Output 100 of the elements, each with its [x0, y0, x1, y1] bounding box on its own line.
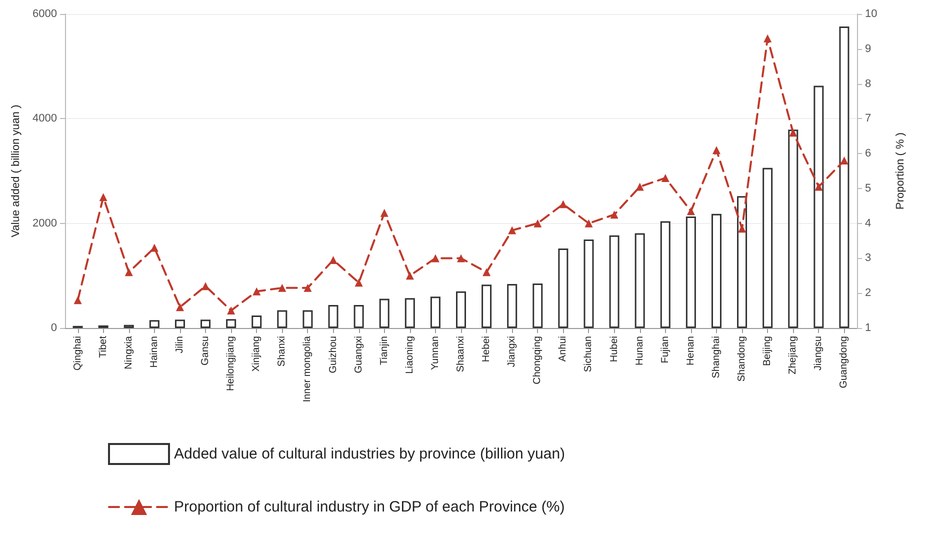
y2-tick-label: 5 — [865, 182, 872, 194]
point — [712, 146, 720, 154]
x-tick-label: Jilin — [174, 336, 186, 354]
x-tick-label: Henan — [685, 336, 696, 366]
point — [661, 174, 670, 182]
x-tick-label: Hubei — [608, 336, 620, 362]
x-tick-label: Fujian — [660, 336, 671, 364]
y-tick-label: 6000 — [32, 8, 57, 20]
y2-axis-title: Proportion ( % ) — [894, 132, 906, 210]
y-axis-title: Value added ( billion yuan ) — [10, 104, 22, 238]
point — [457, 254, 465, 262]
x-tick-label: Shanghai — [710, 336, 722, 378]
x-tick-label: Anhui — [558, 336, 569, 362]
x-tick-label: Zhejiang — [788, 336, 799, 374]
point — [380, 208, 388, 217]
x-tick-label: Liaoning — [404, 336, 416, 374]
x-tick-label: Chongqing — [532, 336, 544, 384]
point — [686, 207, 695, 216]
x-tick-label: Xinjiang — [251, 336, 262, 372]
bar — [839, 26, 850, 328]
y2-tick-label: 7 — [865, 112, 872, 125]
bar — [584, 240, 594, 328]
y2-tick-label: 3 — [865, 252, 872, 264]
bar — [149, 320, 160, 328]
point — [252, 287, 261, 296]
point — [610, 210, 618, 219]
bar — [737, 196, 748, 328]
bar — [711, 214, 722, 328]
point — [278, 284, 286, 292]
bar — [634, 233, 645, 328]
bar — [609, 235, 620, 328]
x-tick-label: Qinghai — [72, 336, 84, 370]
x-tick-label: Sichuan — [583, 336, 594, 372]
bar — [532, 284, 543, 328]
x-tick-label: Shandong — [736, 336, 748, 382]
point — [329, 256, 338, 264]
point — [227, 306, 236, 315]
point — [814, 182, 823, 191]
bar — [686, 216, 696, 328]
x-tick-label: Inner mongolia — [302, 336, 314, 402]
bar — [302, 310, 313, 328]
x-tick-label: Guizhou — [328, 336, 339, 374]
bar — [277, 310, 288, 328]
bar — [226, 319, 236, 328]
bar — [200, 320, 211, 328]
y2-tick-label: 10 — [865, 8, 878, 20]
bar — [174, 320, 185, 328]
x-tick-label: Tianjin — [378, 336, 390, 366]
bar — [788, 130, 798, 328]
point — [99, 193, 108, 202]
bar — [814, 86, 824, 328]
y2-tick-label: 2 — [865, 287, 872, 300]
y2-tick-label: 4 — [865, 217, 872, 230]
x-tick-label: Yunnan — [430, 336, 441, 370]
bar — [456, 291, 466, 328]
y2-tick-label: 6 — [865, 148, 872, 160]
y-tick-label: 2000 — [32, 217, 57, 230]
y2-tick-label: 1 — [865, 322, 872, 334]
x-tick-label: Beijing — [762, 336, 774, 366]
point — [431, 254, 440, 262]
bar — [354, 304, 364, 328]
y-tick-label: 0 — [50, 322, 57, 334]
y2-tick-label: 8 — [865, 78, 872, 90]
point — [840, 156, 848, 165]
x-tick-label: Gansu — [200, 336, 212, 366]
point — [584, 219, 593, 228]
x-tick-label: Jiangxi — [506, 336, 518, 368]
point — [304, 284, 312, 292]
point — [508, 226, 516, 234]
point — [534, 219, 542, 228]
x-tick-label: Hainan — [148, 336, 160, 368]
bar — [430, 296, 440, 328]
bar — [252, 315, 262, 328]
bar — [482, 284, 492, 328]
legend-label: Proportion of cultural industry in GDP of each Province (%) — [174, 498, 565, 516]
x-tick-label: Heilongjiang — [226, 336, 237, 392]
bar — [404, 298, 415, 328]
x-tick-label: Shanxi — [276, 336, 288, 367]
point — [764, 34, 772, 42]
point — [74, 296, 82, 304]
y2-tick-label: 9 — [865, 42, 872, 55]
x-tick-label: Tibet — [98, 336, 109, 358]
point — [406, 272, 414, 280]
x-tick-label: Shaanxi — [456, 336, 466, 372]
point — [482, 268, 491, 276]
x-tick-label: Guangxi — [353, 336, 364, 374]
x-tick-label: Hebei — [481, 336, 492, 362]
bar — [660, 221, 670, 328]
bar — [379, 298, 390, 328]
bar — [558, 248, 568, 328]
y-tick-label: 4000 — [32, 112, 57, 125]
point — [124, 268, 133, 276]
x-tick-label: Hunan — [634, 336, 646, 366]
bar — [328, 304, 338, 328]
bar — [762, 168, 773, 328]
point — [559, 200, 568, 208]
x-tick-label: Ningxia — [123, 336, 134, 370]
bar — [507, 284, 518, 328]
legend-label: Added value of cultural industries by province (billion yuan) — [174, 446, 566, 462]
point — [789, 128, 798, 137]
